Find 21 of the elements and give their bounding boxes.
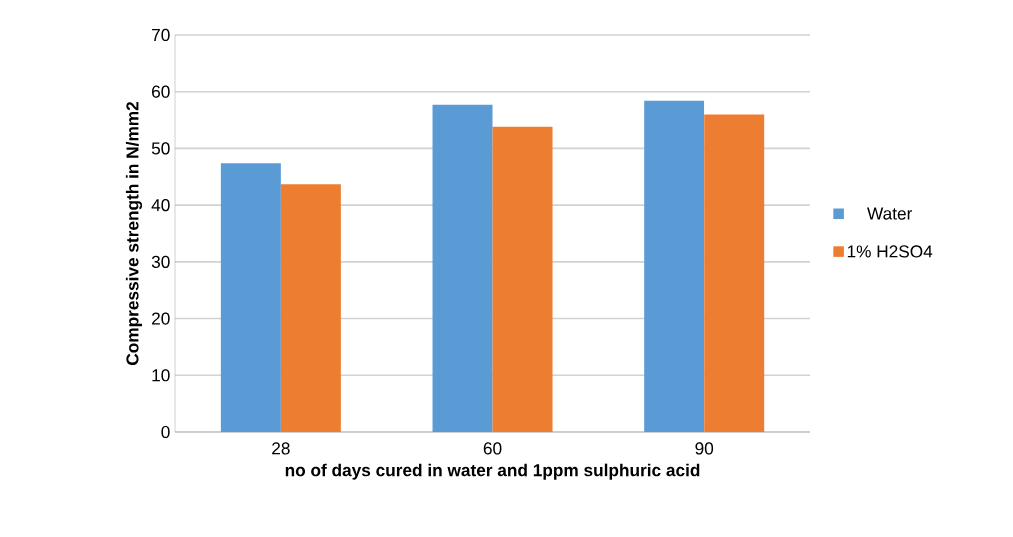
bar xyxy=(492,126,553,432)
y-tick-label: 70 xyxy=(152,28,170,42)
y-axis-title: Compressive strength in N/mm2 xyxy=(125,101,143,366)
bar xyxy=(644,100,705,432)
y-tick-label: 30 xyxy=(151,255,170,268)
legend-label: 1% H2SO4 xyxy=(847,245,933,258)
bar xyxy=(220,163,281,432)
y-tick-label: 50 xyxy=(151,142,170,155)
bar xyxy=(704,114,765,432)
y-tick-label: 40 xyxy=(151,199,170,212)
x-axis-title: no of days cured in water and 1ppm sulphuric acid xyxy=(285,463,700,480)
bar xyxy=(432,104,493,432)
y-tick-label: 20 xyxy=(152,312,170,325)
x-tick-label: 28 xyxy=(272,442,290,455)
x-tick-label: 90 xyxy=(695,442,714,455)
bar xyxy=(280,184,341,432)
y-tick-label: 10 xyxy=(152,369,170,382)
legend-label: Water xyxy=(867,207,913,220)
y-tick-label: 0 xyxy=(161,425,170,439)
y-tick-label: 60 xyxy=(152,85,170,98)
x-tick-label: 60 xyxy=(483,442,502,455)
